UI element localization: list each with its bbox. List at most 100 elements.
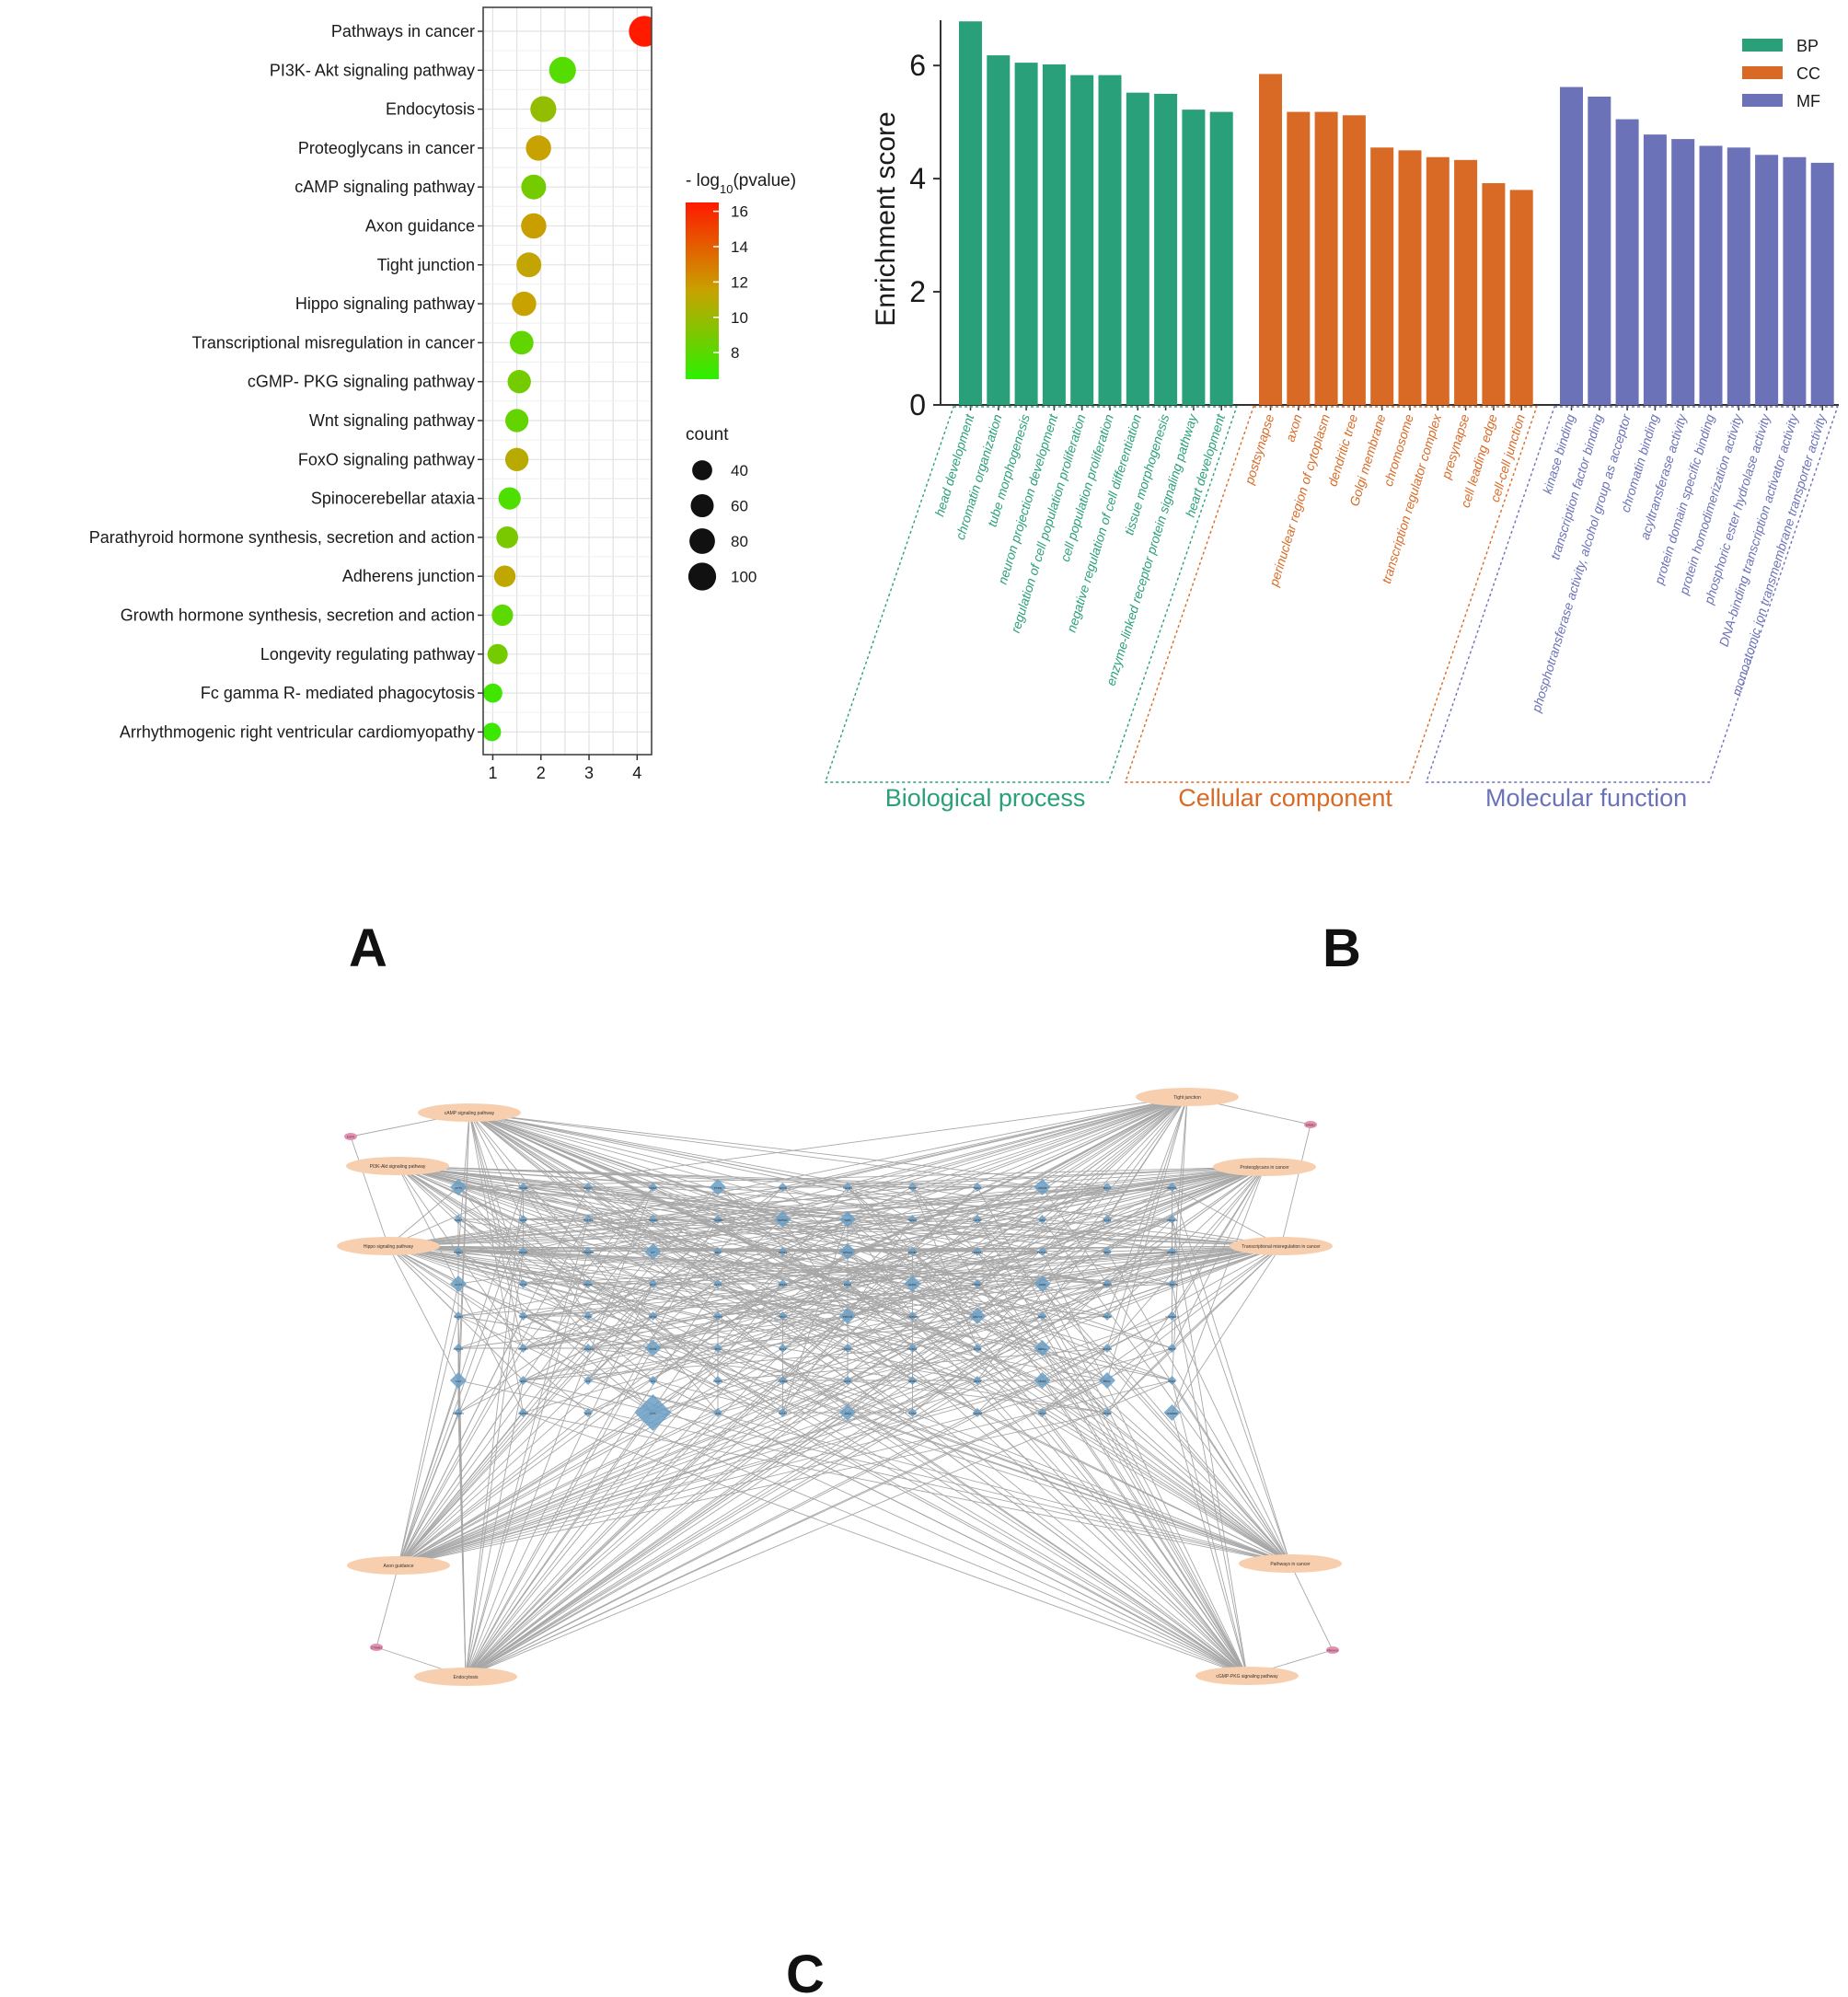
network-edge bbox=[847, 1251, 1043, 1285]
network-edge bbox=[717, 1412, 1248, 1677]
gene-node-label: RAB11A bbox=[972, 1283, 982, 1287]
network-edge bbox=[782, 1245, 1282, 1349]
network-edge bbox=[587, 1379, 1291, 1564]
panel-b-ytick-label: 4 bbox=[909, 162, 926, 195]
gene-node-label: E2F1 bbox=[844, 1379, 851, 1383]
panel-a-category-label: Axon guidance bbox=[365, 217, 475, 236]
bubble-point bbox=[507, 370, 531, 394]
bar bbox=[1810, 162, 1834, 405]
panel-a-category-label: Adherens junction bbox=[342, 567, 475, 585]
network-edge bbox=[465, 1283, 653, 1678]
gene-node-label: IGF1R bbox=[779, 1186, 788, 1190]
network-edge bbox=[1172, 1245, 1282, 1414]
network-edge bbox=[457, 1166, 1265, 1188]
color-legend-tick-label: 16 bbox=[731, 203, 748, 221]
size-legend-dot bbox=[687, 562, 717, 591]
bar bbox=[1426, 156, 1450, 405]
gene-node bbox=[648, 1279, 658, 1288]
bar bbox=[1509, 190, 1533, 405]
color-legend-tick-label: 12 bbox=[731, 273, 748, 291]
network-edge bbox=[912, 1186, 1248, 1677]
gene-node bbox=[1037, 1215, 1047, 1224]
bar-category-label: transcription regulator complex bbox=[1379, 411, 1445, 585]
gene-node-label: PDGFRB bbox=[583, 1251, 595, 1254]
network-edge bbox=[847, 1347, 1248, 1677]
gene-node bbox=[583, 1376, 593, 1385]
gene-node bbox=[778, 1344, 788, 1353]
network-edge bbox=[468, 1112, 783, 1285]
legend-label: BP bbox=[1796, 37, 1819, 55]
bubble-point bbox=[549, 56, 576, 84]
gene-node-label: RAF1 bbox=[1169, 1379, 1176, 1383]
network-edge bbox=[1042, 1379, 1108, 1414]
bubble-point bbox=[521, 213, 547, 239]
network-edge bbox=[398, 1379, 1108, 1566]
network-edge bbox=[398, 1283, 849, 1566]
bar bbox=[1314, 111, 1338, 406]
network-edge bbox=[523, 1166, 1265, 1220]
network-edge bbox=[387, 1186, 913, 1247]
gene-node-label: CHMP2B bbox=[1166, 1283, 1178, 1287]
bubble-point bbox=[483, 683, 502, 703]
gene-node-label: NTRK2 bbox=[779, 1251, 788, 1254]
bubble-point bbox=[526, 135, 551, 161]
gene-node-label: NRP1 bbox=[1103, 1251, 1111, 1254]
gene-node-label: RAPGEF3 bbox=[1165, 1315, 1178, 1319]
network-edge bbox=[465, 1218, 719, 1678]
panel-b-group-box bbox=[1425, 406, 1839, 783]
size-legend-dot bbox=[692, 460, 712, 480]
pathway-node bbox=[1239, 1554, 1342, 1573]
network-edge bbox=[457, 1283, 783, 1414]
network-edge bbox=[1106, 1347, 1172, 1414]
network-edge bbox=[1042, 1315, 1248, 1677]
network-edge bbox=[976, 1096, 1188, 1285]
gene-node-label: TJP1 bbox=[584, 1315, 591, 1319]
network-edge bbox=[457, 1186, 1282, 1247]
network-edge bbox=[847, 1251, 1172, 1349]
network-edge bbox=[587, 1096, 1188, 1252]
pathway-node bbox=[1195, 1667, 1299, 1685]
bubble-point bbox=[496, 526, 519, 548]
panel-a-plot-frame bbox=[482, 6, 653, 756]
network-edge bbox=[465, 1412, 978, 1678]
gene-node bbox=[648, 1183, 658, 1192]
network-edge bbox=[457, 1251, 783, 1414]
gene-node bbox=[1034, 1179, 1051, 1195]
gene-node-label: WNT5A bbox=[1167, 1186, 1177, 1190]
gene-node bbox=[713, 1311, 722, 1321]
pathway-node-label: cAMP signaling pathway bbox=[445, 1111, 495, 1116]
network-edge bbox=[653, 1283, 783, 1381]
panel-b-group-label: Molecular function bbox=[1485, 784, 1687, 812]
network-edge bbox=[465, 1315, 849, 1678]
network-edge bbox=[1042, 1379, 1248, 1677]
size-legend-label: 100 bbox=[731, 569, 757, 586]
size-legend-label: 40 bbox=[731, 462, 748, 479]
network-edge bbox=[398, 1379, 459, 1566]
gene-node bbox=[907, 1183, 918, 1192]
network-edge bbox=[465, 1379, 1108, 1678]
network-edge bbox=[912, 1347, 1248, 1677]
panel-b-y-axis-title: Enrichment score bbox=[871, 111, 901, 326]
gene-node bbox=[904, 1276, 921, 1292]
gene-node bbox=[778, 1183, 788, 1192]
gene-node-label: BCL2 bbox=[780, 1347, 787, 1351]
network-edge bbox=[1172, 1315, 1291, 1564]
gene-node-label: HIF1A bbox=[1038, 1412, 1046, 1415]
bar bbox=[1671, 139, 1695, 405]
network-edge bbox=[782, 1166, 1265, 1349]
network-edge bbox=[465, 1251, 849, 1678]
gene-node bbox=[518, 1408, 528, 1417]
network-edge bbox=[465, 1347, 1043, 1678]
network-edge bbox=[717, 1347, 1291, 1564]
gene-node bbox=[778, 1311, 788, 1321]
network-edge bbox=[398, 1412, 589, 1566]
panel-a-category-label: Hippo signaling pathway bbox=[295, 294, 475, 313]
panel-a-category-label: Longevity regulating pathway bbox=[260, 645, 475, 664]
gene-node-label: ADCY9 bbox=[1037, 1315, 1046, 1319]
network-edge bbox=[465, 1315, 719, 1678]
legend-swatch bbox=[1742, 94, 1783, 107]
panel-a-category-label: Transcriptional misregulation in cancer bbox=[192, 333, 475, 352]
gene-node-label: RUNX1 bbox=[907, 1347, 918, 1351]
pathway-node bbox=[1230, 1237, 1333, 1255]
